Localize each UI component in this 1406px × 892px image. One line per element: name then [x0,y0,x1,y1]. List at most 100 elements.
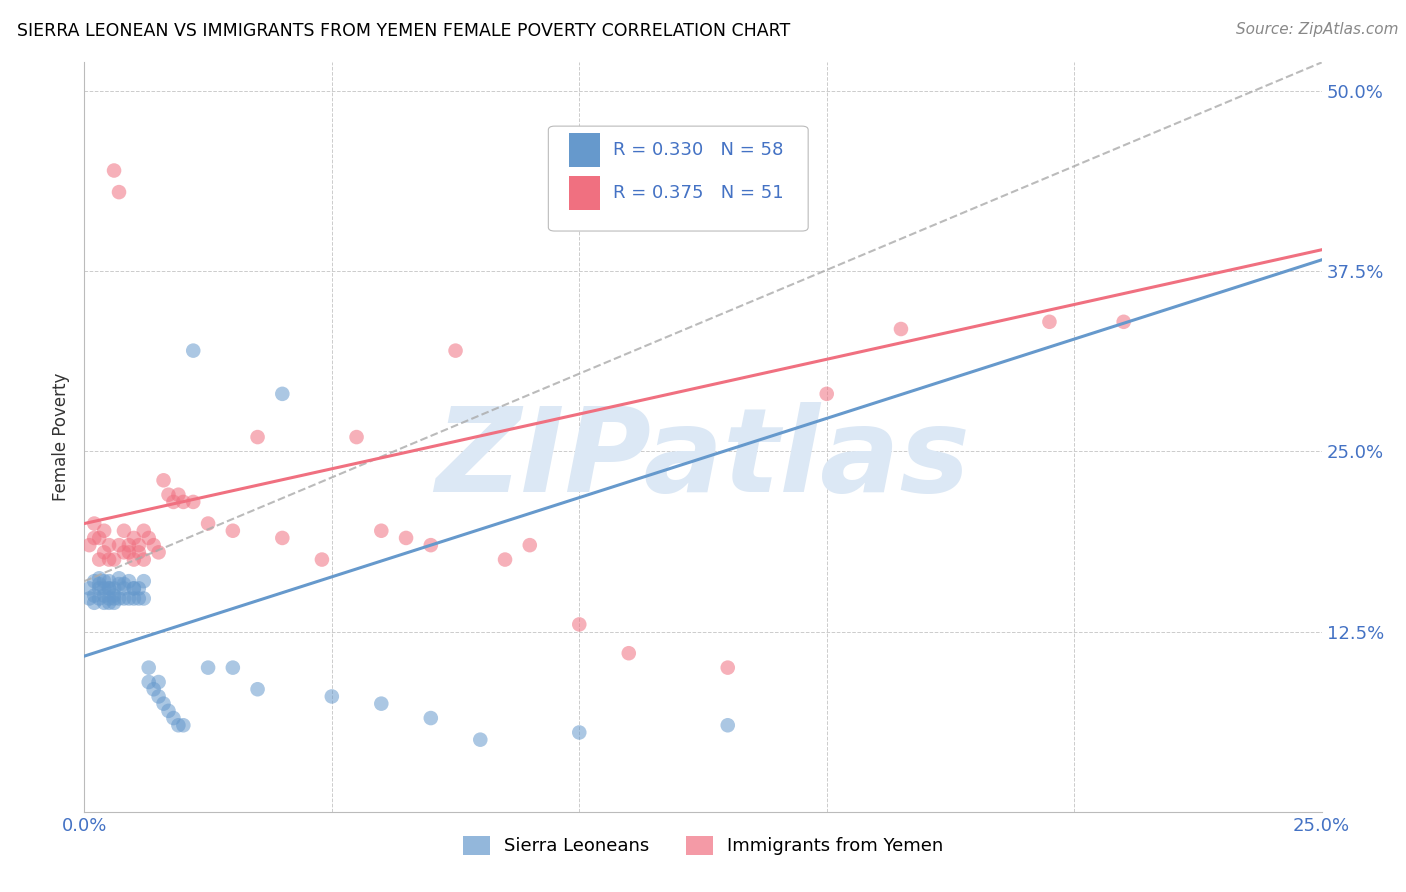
Point [419,538,441,552]
Point [122,582,145,596]
Point [83,596,105,610]
Point [79,538,101,552]
Point [108,577,131,591]
Point [181,495,204,509]
Point [89,531,111,545]
Point [122,591,145,606]
Point [103,163,125,178]
Point [167,718,190,732]
Point [890,322,912,336]
Point [103,589,125,603]
Point [83,516,105,531]
Point [128,591,150,606]
Point [470,732,492,747]
Point [346,430,368,444]
Point [93,545,115,559]
Legend: Sierra Leoneans, Immigrants from Yemen: Sierra Leoneans, Immigrants from Yemen [456,829,950,863]
Point [162,711,184,725]
Text: ZIPatlas: ZIPatlas [436,402,970,517]
Point [321,690,343,704]
Point [419,711,441,725]
Point [98,582,121,596]
Point [118,538,141,552]
Point [128,545,150,559]
Point [222,660,245,674]
Point [89,582,111,596]
Point [112,582,135,596]
Point [222,524,245,538]
Point [93,582,115,596]
Point [108,185,131,199]
Point [132,574,155,589]
Point [815,387,838,401]
Point [79,582,101,596]
Point [395,531,418,545]
Point [108,591,131,606]
Point [172,718,194,732]
Point [98,596,121,610]
Point [93,574,115,589]
Point [152,473,174,487]
Point [519,538,541,552]
Point [122,552,145,566]
Point [98,552,121,566]
Bar [569,176,600,210]
Text: R = 0.330   N = 58: R = 0.330 N = 58 [613,141,783,159]
Point [162,495,184,509]
Point [1038,315,1060,329]
Y-axis label: Female Poverty: Female Poverty [52,373,70,501]
Point [108,538,131,552]
Point [118,574,141,589]
Point [93,524,115,538]
Point [93,589,115,603]
Point [83,531,105,545]
Point [83,574,105,589]
Point [103,552,125,566]
Point [103,596,125,610]
Point [271,531,294,545]
Point [142,682,165,697]
Point [108,571,131,585]
Point [103,582,125,596]
Point [717,660,740,674]
Point [717,718,740,732]
Point [89,571,111,585]
Point [138,660,160,674]
Point [89,577,111,591]
Point [494,552,516,566]
Point [246,430,269,444]
Point [311,552,333,566]
Point [246,682,269,697]
Point [138,675,160,690]
Point [112,591,135,606]
Point [118,591,141,606]
Point [197,660,219,674]
Point [79,591,101,606]
Point [128,582,150,596]
Point [152,697,174,711]
Point [98,574,121,589]
Point [83,589,105,603]
Point [122,582,145,596]
Text: Source: ZipAtlas.com: Source: ZipAtlas.com [1236,22,1399,37]
Point [103,591,125,606]
Point [167,488,190,502]
Point [444,343,467,358]
Point [89,591,111,606]
Point [157,704,180,718]
Point [181,343,204,358]
FancyBboxPatch shape [548,126,808,231]
Point [98,582,121,596]
Point [128,538,150,552]
Point [157,488,180,502]
Point [112,545,135,559]
Point [1112,315,1135,329]
Point [370,524,392,538]
Point [122,531,145,545]
Point [112,577,135,591]
Point [98,591,121,606]
Point [148,545,170,559]
Text: SIERRA LEONEAN VS IMMIGRANTS FROM YEMEN FEMALE POVERTY CORRELATION CHART: SIERRA LEONEAN VS IMMIGRANTS FROM YEMEN … [17,22,790,40]
Point [132,591,155,606]
Point [148,675,170,690]
